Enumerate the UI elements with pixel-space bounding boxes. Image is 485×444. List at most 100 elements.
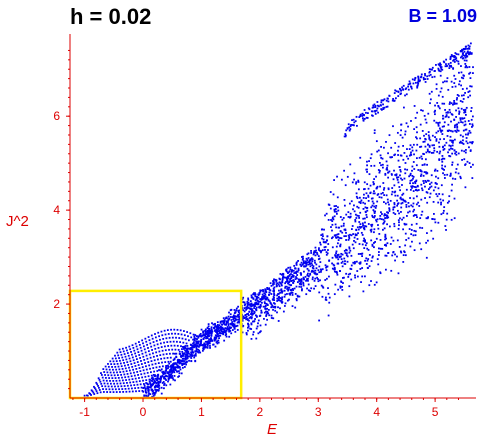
data-point <box>238 309 241 312</box>
data-point <box>370 230 373 233</box>
data-point <box>309 263 311 265</box>
data-point <box>391 187 394 189</box>
data-point <box>471 142 474 145</box>
data-point <box>281 298 283 301</box>
data-point <box>320 228 323 231</box>
data-point <box>446 65 448 67</box>
data-point <box>396 178 399 181</box>
data-point <box>354 213 357 216</box>
data-point <box>157 381 160 383</box>
data-point <box>370 225 373 228</box>
data-point <box>290 270 293 273</box>
data-point <box>220 327 223 330</box>
data-point <box>148 339 151 342</box>
data-point <box>445 58 448 61</box>
data-point <box>424 158 427 161</box>
data-point <box>134 352 137 355</box>
data-point <box>186 352 189 355</box>
data-point <box>188 359 190 362</box>
data-point <box>288 286 291 289</box>
data-point <box>263 317 265 320</box>
data-point <box>423 114 426 117</box>
data-point <box>393 184 396 187</box>
data-point <box>263 295 266 297</box>
data-point <box>412 197 415 200</box>
data-point <box>388 134 391 137</box>
data-point <box>226 321 229 324</box>
data-point <box>266 303 269 306</box>
data-point <box>440 201 442 204</box>
data-point <box>399 93 402 96</box>
data-point <box>209 332 212 334</box>
data-point <box>272 280 275 283</box>
data-point <box>255 327 258 330</box>
data-point <box>404 168 406 171</box>
data-point <box>299 280 301 282</box>
data-point <box>382 182 385 184</box>
data-point <box>418 205 421 207</box>
data-point <box>238 321 241 324</box>
data-point <box>163 387 165 390</box>
data-point <box>119 391 121 393</box>
data-point <box>443 168 445 171</box>
data-point <box>144 337 147 340</box>
data-point <box>464 151 467 154</box>
data-point <box>460 84 462 87</box>
data-point <box>415 157 418 160</box>
data-point <box>132 346 135 349</box>
data-point <box>168 362 171 365</box>
data-point <box>178 375 180 378</box>
data-point <box>471 124 474 127</box>
data-point <box>172 352 175 355</box>
data-point <box>420 183 423 186</box>
data-point <box>116 351 119 354</box>
data-point <box>410 87 413 90</box>
data-point <box>416 111 419 114</box>
data-point <box>339 244 342 247</box>
data-point <box>366 170 368 173</box>
data-point <box>461 94 463 97</box>
data-point <box>464 120 467 123</box>
data-point <box>281 291 283 294</box>
data-point <box>247 325 250 328</box>
data-point <box>302 257 304 260</box>
data-point <box>214 345 217 348</box>
data-point <box>295 298 298 300</box>
data-point <box>164 375 167 378</box>
data-point <box>218 326 220 329</box>
data-point <box>399 189 401 192</box>
data-point <box>399 174 401 177</box>
data-point <box>175 352 178 355</box>
data-point <box>284 276 287 279</box>
data-point <box>192 333 195 336</box>
data-point <box>424 78 427 80</box>
data-point <box>370 153 373 156</box>
data-point <box>273 290 275 293</box>
data-point <box>109 391 112 393</box>
data-point <box>458 113 460 115</box>
data-point <box>364 225 367 228</box>
data-point <box>250 323 253 326</box>
data-point <box>151 376 154 379</box>
data-point <box>346 175 349 178</box>
data-point <box>416 189 419 192</box>
data-point <box>432 189 435 192</box>
data-point <box>362 196 365 199</box>
data-point <box>165 384 168 387</box>
data-point <box>327 249 329 251</box>
data-point <box>172 340 175 343</box>
data-point <box>404 162 407 164</box>
data-point <box>441 129 444 132</box>
data-point <box>151 378 154 381</box>
data-point <box>454 55 457 58</box>
data-point <box>202 337 205 340</box>
data-point <box>313 287 315 290</box>
data-point <box>358 201 361 204</box>
data-point <box>172 359 175 361</box>
data-point <box>265 315 268 317</box>
data-point <box>143 358 146 361</box>
data-point <box>315 263 318 266</box>
data-point <box>368 108 371 111</box>
data-point <box>182 362 185 365</box>
data-point <box>161 349 164 352</box>
